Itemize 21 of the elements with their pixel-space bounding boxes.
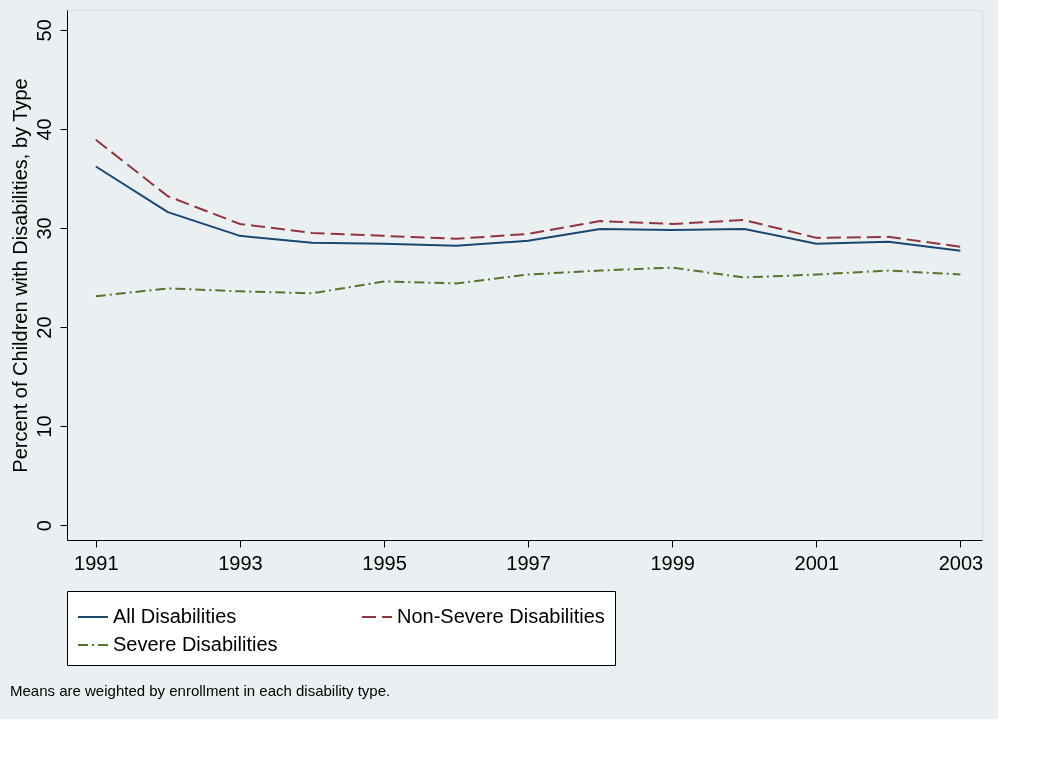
y-tick-label: 30 — [32, 217, 55, 240]
y-tick-label: 0 — [32, 520, 55, 532]
legend-label: All Disabilities — [113, 605, 237, 627]
line-series — [94, 138, 962, 248]
y-tick-label: 20 — [32, 316, 55, 339]
x-tick-label: 1991 — [74, 551, 119, 574]
line-series — [94, 266, 962, 298]
x-tick-label: 1997 — [506, 551, 551, 574]
legend-label: Severe Disabilities — [113, 633, 278, 655]
y-axis-title: Percent of Children with Disabilities, by Type — [8, 78, 31, 473]
y-tick-label: 40 — [32, 118, 55, 141]
x-tick-label: 1993 — [218, 551, 263, 574]
x-tick-label: 1999 — [650, 551, 695, 574]
line-series — [94, 165, 962, 252]
y-tick-label: 10 — [32, 415, 55, 438]
x-tick-label: 2001 — [794, 551, 840, 574]
legend-label: Non-Severe Disabilities — [397, 605, 605, 627]
x-tick-label: 1995 — [362, 551, 407, 574]
x-tick-label: 2003 — [938, 551, 984, 574]
text: Means are weighted by enrollment in each disability type. — [10, 681, 391, 699]
y-tick-label: 50 — [32, 19, 55, 42]
